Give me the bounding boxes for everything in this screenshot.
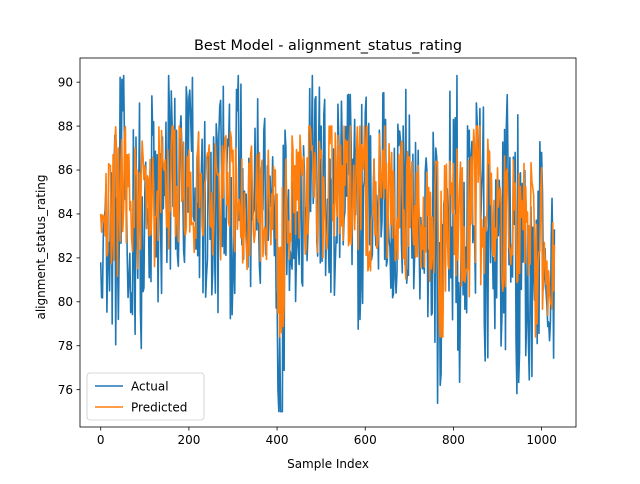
x-tick-label: 1000 <box>526 433 557 447</box>
chart-title: Best Model - alignment_status_rating <box>194 38 462 54</box>
plot-frame <box>79 57 577 428</box>
series-line-predicted <box>99 125 556 338</box>
x-tick-label: 800 <box>442 433 465 447</box>
x-axis-label: Sample Index <box>287 457 369 471</box>
legend-box <box>86 372 205 421</box>
y-tick-label: 76 <box>58 383 73 397</box>
x-tick-label: 600 <box>354 433 377 447</box>
y-tick-label: 84 <box>58 207 73 221</box>
legend-label-predicted: Predicted <box>131 400 187 414</box>
y-tick-label: 78 <box>58 339 73 353</box>
legend-label-actual: Actual <box>131 379 169 393</box>
x-tick-label: 200 <box>177 433 200 447</box>
y-axis-label: alignment_status_rating <box>34 174 48 319</box>
y-tick-label: 80 <box>58 295 73 309</box>
legend: Actual Predicted <box>86 372 205 421</box>
y-tick-label: 88 <box>58 119 73 133</box>
axes-layer: 0 200 400 600 800 1000 76 78 80 82 84 86 88 90 <box>58 57 577 447</box>
x-tick-label: 400 <box>266 433 289 447</box>
y-tick-label: 86 <box>58 163 73 177</box>
series-layer <box>99 74 556 413</box>
x-tick-label: 0 <box>97 433 105 447</box>
y-tick-label: 82 <box>58 251 73 265</box>
y-tick-label: 90 <box>58 75 73 89</box>
